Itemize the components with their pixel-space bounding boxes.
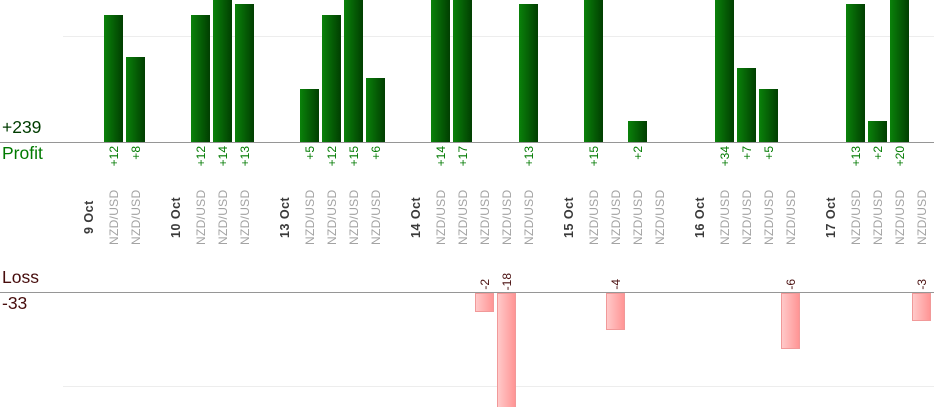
symbol-label: NZD/USD bbox=[630, 189, 645, 245]
loss-axis-title: Loss bbox=[2, 267, 39, 287]
loss-value-label: -6 bbox=[783, 279, 798, 290]
profit-gridline bbox=[63, 36, 934, 37]
symbol-label: NZD/USD bbox=[848, 189, 863, 245]
date-label: 10 Oct bbox=[169, 196, 183, 238]
symbol-label: NZD/USD bbox=[739, 189, 754, 245]
symbol-label: NZD/USD bbox=[193, 189, 208, 245]
date-label: 15 Oct bbox=[562, 196, 576, 238]
symbol-label: NZD/USD bbox=[608, 189, 623, 245]
profit-bar bbox=[737, 68, 756, 142]
profit-bar bbox=[191, 15, 210, 142]
profit-value-label: +34 bbox=[717, 146, 732, 167]
symbol-label: NZD/USD bbox=[761, 189, 776, 245]
profit-bar bbox=[235, 4, 254, 142]
profit-bar bbox=[519, 4, 538, 142]
profit-axis-title: Profit bbox=[2, 143, 43, 163]
profit-value-label: +12 bbox=[193, 146, 208, 167]
date-label: 14 Oct bbox=[409, 196, 423, 238]
loss-value-label: -3 bbox=[914, 279, 929, 290]
symbol-label: NZD/USD bbox=[368, 189, 383, 245]
profit-bar bbox=[453, 0, 472, 142]
symbol-label: NZD/USD bbox=[302, 189, 317, 245]
date-label: 13 Oct bbox=[278, 196, 292, 238]
profit-bar bbox=[300, 89, 319, 142]
profit-value-label: +12 bbox=[324, 146, 339, 167]
profit-bar bbox=[366, 78, 385, 142]
symbol-label: NZD/USD bbox=[870, 189, 885, 245]
symbol-label: NZD/USD bbox=[892, 189, 907, 245]
symbol-label: NZD/USD bbox=[652, 189, 667, 245]
profit-value-label: +17 bbox=[455, 146, 470, 167]
profit-value-label: +14 bbox=[215, 146, 230, 167]
profit-bar bbox=[868, 121, 887, 142]
profit-value-label: +13 bbox=[521, 146, 536, 167]
profit-value-label: +2 bbox=[870, 146, 885, 160]
profit-plot-area bbox=[0, 0, 934, 142]
symbol-label: NZD/USD bbox=[237, 189, 252, 245]
loss-axis-line bbox=[0, 292, 934, 293]
loss-bar bbox=[606, 293, 625, 330]
profit-bar bbox=[126, 57, 145, 142]
profit-bar bbox=[715, 0, 734, 142]
profit-bar bbox=[759, 89, 778, 142]
profit-value-label: +12 bbox=[106, 146, 121, 167]
loss-plot-area bbox=[0, 293, 934, 407]
loss-bar bbox=[781, 293, 800, 349]
profit-bar bbox=[322, 15, 341, 142]
profit-value-label: +5 bbox=[761, 146, 776, 160]
symbol-label: NZD/USD bbox=[521, 189, 536, 245]
profit-value-label: +2 bbox=[630, 146, 645, 160]
date-label: 9 Oct bbox=[82, 200, 96, 234]
profit-bar bbox=[584, 0, 603, 142]
loss-total: -33 bbox=[2, 293, 28, 313]
symbol-label: NZD/USD bbox=[433, 189, 448, 245]
symbol-label: NZD/USD bbox=[215, 189, 230, 245]
profit-value-label: +8 bbox=[128, 146, 143, 160]
symbol-label: NZD/USD bbox=[477, 189, 492, 245]
profit-value-label: +20 bbox=[892, 146, 907, 167]
profit-bar bbox=[344, 0, 363, 142]
symbol-label: NZD/USD bbox=[499, 189, 514, 245]
loss-bar bbox=[912, 293, 931, 321]
profit-value-label: +5 bbox=[302, 146, 317, 160]
profit-bar bbox=[628, 121, 647, 142]
profit-bar bbox=[846, 4, 865, 142]
profit-value-label: +13 bbox=[237, 146, 252, 167]
profit-value-label: +7 bbox=[739, 146, 754, 160]
date-label: 17 Oct bbox=[824, 196, 838, 238]
profit-value-label: +15 bbox=[586, 146, 601, 167]
loss-value-label: -4 bbox=[608, 279, 623, 290]
symbol-label: NZD/USD bbox=[346, 189, 361, 245]
profit-axis-line bbox=[0, 142, 934, 143]
symbol-label: NZD/USD bbox=[717, 189, 732, 245]
date-label: 16 Oct bbox=[693, 196, 707, 238]
symbol-label: NZD/USD bbox=[586, 189, 601, 245]
profit-bar bbox=[890, 0, 909, 142]
symbol-label: NZD/USD bbox=[455, 189, 470, 245]
profit-value-label: +6 bbox=[368, 146, 383, 160]
loss-value-label: -18 bbox=[499, 272, 514, 290]
profit-value-label: +15 bbox=[346, 146, 361, 167]
symbol-label: NZD/USD bbox=[106, 189, 121, 245]
symbol-label: NZD/USD bbox=[324, 189, 339, 245]
profit-value-label: +14 bbox=[433, 146, 448, 167]
profit-value-label: +13 bbox=[848, 146, 863, 167]
profit-bar bbox=[213, 0, 232, 142]
profit-bar bbox=[104, 15, 123, 142]
loss-value-label: -2 bbox=[477, 279, 492, 290]
profit-total: +239 bbox=[2, 117, 42, 137]
symbol-label: NZD/USD bbox=[128, 189, 143, 245]
symbol-label: NZD/USD bbox=[914, 189, 929, 245]
symbol-label: NZD/USD bbox=[783, 189, 798, 245]
loss-bar bbox=[475, 293, 494, 312]
loss-bar bbox=[497, 293, 516, 407]
profit-bar bbox=[431, 0, 450, 142]
